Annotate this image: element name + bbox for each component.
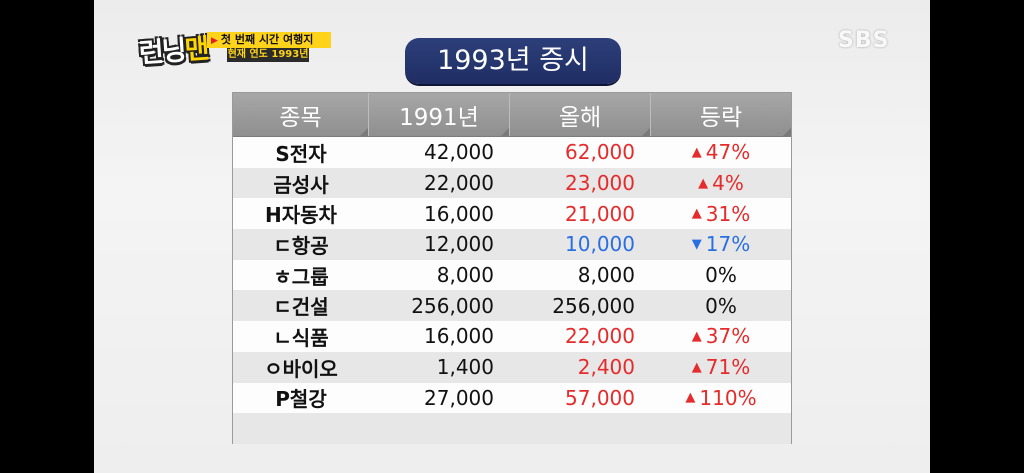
price-this-year: 23,000 (565, 171, 635, 196)
triangle-up-icon: ▲ (691, 359, 702, 375)
price-1991: 42,000 (424, 140, 494, 165)
change-value: 4% (712, 171, 744, 196)
stock-name: ㄷ항공 (273, 233, 329, 258)
table-row: ㄷ건설 256,000 256,000 0% (233, 290, 791, 322)
change-value: 110% (699, 385, 757, 410)
triangle-down-icon: ▼ (691, 236, 702, 252)
page-title: 1993년 증시 (405, 38, 621, 84)
change-cell: ▲ 47% (651, 137, 791, 168)
header-1991: 1991년 (369, 93, 510, 136)
price-1991: 12,000 (424, 232, 494, 257)
table-row: 금성사 22,000 23,000 ▲ 4% (233, 167, 791, 199)
triangle-up-icon: ▲ (691, 328, 702, 344)
stock-name: ㅇ바이오 (264, 356, 338, 381)
change-cell: ▲ 71% (651, 352, 791, 383)
table-header: 종목 1991년 올해 등락 (233, 93, 791, 137)
stock-table: 종목 1991년 올해 등락 S전자 42,000 62,000 ▲ 47% 금성사 22,… (232, 92, 792, 444)
price-this-year: 22,000 (565, 324, 635, 349)
episode-caption: ▶ 첫 번째 시간 여행지 (207, 32, 331, 48)
triangle-up-icon: ▲ (691, 144, 702, 160)
table-row: S전자 42,000 62,000 ▲ 47% (233, 137, 791, 168)
stock-name: ㄷ건설 (273, 295, 329, 320)
change-value: 31% (705, 201, 751, 226)
triangle-up-icon: ▲ (691, 206, 702, 222)
stock-name (233, 413, 369, 444)
table-row: ㅎ그룹 8,000 8,000 0% (233, 259, 791, 291)
price-1991: 16,000 (424, 324, 494, 349)
header-stock: 종목 (233, 93, 369, 136)
stock-name: H자동차 (265, 203, 337, 228)
price-this-year: 57,000 (565, 385, 635, 410)
change-value: 37% (705, 324, 751, 349)
price-this-year: 10,000 (565, 232, 635, 257)
stock-name: 금성사 (273, 172, 329, 197)
stock-name: S전자 (275, 141, 327, 166)
episode-caption-text: 첫 번째 시간 여행지 (220, 33, 314, 46)
triangle-right-icon: ▶ (211, 36, 218, 46)
change-cell: 0% (651, 260, 791, 291)
change-value: 17% (705, 232, 751, 257)
year-caption: 현재 연도 1993년 (227, 48, 309, 62)
price-this-year: 62,000 (565, 140, 635, 165)
price-1991: 22,000 (424, 171, 494, 196)
change-cell (651, 413, 791, 444)
stock-name: P철강 (275, 387, 327, 412)
price-1991: 27,000 (424, 385, 494, 410)
logo-text-main: 런닝 (137, 34, 186, 69)
stock-name: ㅎ그룹 (273, 264, 329, 289)
change-cell: ▲ 37% (651, 321, 791, 352)
table-body: S전자 42,000 62,000 ▲ 47% 금성사 22,000 23,000 ▲ 4% H자동… (233, 137, 791, 444)
stock-name: ㄴ식품 (273, 325, 329, 350)
table-row: H자동차 16,000 21,000 ▲ 31% (233, 198, 791, 230)
header-this-year: 올해 (510, 93, 651, 136)
change-cell: ▼ 17% (651, 229, 791, 260)
change-cell: 0% (651, 290, 791, 321)
triangle-up-icon: ▲ (698, 175, 709, 191)
table-row: ㅇ바이오 1,400 2,400 ▲ 71% (233, 351, 791, 383)
change-value: 47% (705, 140, 751, 165)
price-1991 (369, 413, 510, 444)
broadcaster-logo: SBS (838, 28, 890, 53)
table-row: ㄷ항공 12,000 10,000 ▼ 17% (233, 229, 791, 260)
header-change: 등락 (651, 93, 791, 136)
price-this-year: 8,000 (577, 263, 635, 288)
table-row: ㄴ식품 16,000 22,000 ▲ 37% (233, 321, 791, 352)
table-row: P철강 27,000 57,000 ▲ 110% (233, 382, 791, 414)
change-cell: ▲ 31% (651, 198, 791, 229)
logo-text-accent: 맨 (183, 33, 209, 66)
change-value: 71% (705, 355, 751, 380)
change-cell: ▲ 110% (651, 383, 791, 414)
change-value: 0% (705, 293, 737, 318)
triangle-up-icon: ▲ (685, 390, 696, 406)
change-value: 0% (705, 263, 737, 288)
table-row (233, 413, 791, 444)
price-this-year: 21,000 (565, 201, 635, 226)
change-cell: ▲ 4% (651, 168, 791, 199)
price-1991: 256,000 (411, 293, 494, 318)
price-1991: 16,000 (424, 201, 494, 226)
price-this-year: 2,400 (577, 355, 635, 380)
price-this-year: 256,000 (552, 293, 635, 318)
price-this-year (510, 413, 651, 444)
price-1991: 1,400 (436, 355, 494, 380)
price-1991: 8,000 (436, 263, 494, 288)
show-logo: 런닝 맨 (132, 23, 215, 72)
